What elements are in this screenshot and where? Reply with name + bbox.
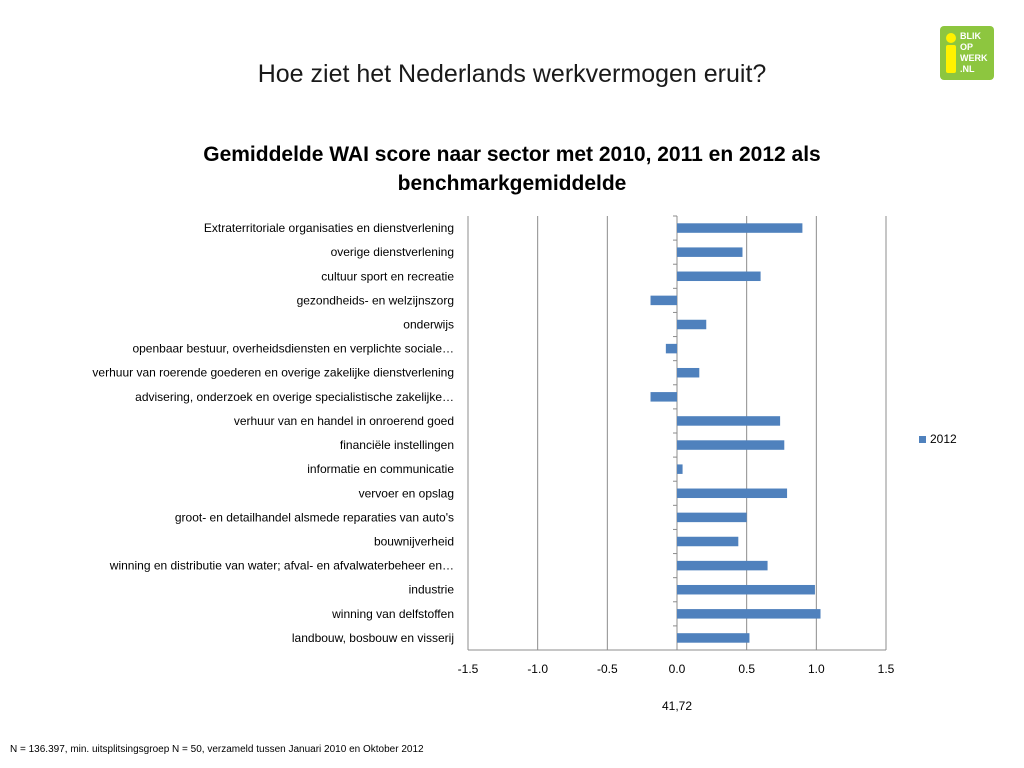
footnote: N = 136.397, min. uitsplitsingsgroep N =… — [10, 744, 424, 755]
category-label: winning van delfstoffen — [331, 607, 454, 621]
x-tick-label: -1.5 — [458, 662, 479, 676]
logo-text-line: BLIK — [960, 31, 981, 41]
x-tick-label: 0.5 — [738, 662, 755, 676]
bar — [677, 633, 750, 643]
bar — [665, 343, 677, 354]
bar — [650, 295, 677, 306]
x-tick-label: -0.5 — [597, 662, 618, 676]
bar — [677, 319, 707, 330]
bar — [677, 271, 761, 282]
category-label: verhuur van roerende goederen en overige… — [92, 366, 454, 380]
bar — [677, 367, 700, 378]
bar — [650, 392, 677, 402]
category-label: groot- en detailhandel alsmede reparatie… — [175, 510, 454, 524]
category-label: vervoer en opslag — [359, 486, 454, 500]
category-label: onderwijs — [403, 318, 454, 332]
bar — [677, 247, 743, 257]
category-label: bouwnijverheid — [374, 535, 454, 549]
bar — [677, 440, 785, 450]
bar — [677, 560, 768, 571]
x-tick-label: -1.0 — [527, 662, 548, 676]
category-label: advisering, onderzoek en overige special… — [135, 390, 454, 404]
legend-label: 2012 — [930, 432, 957, 446]
category-label: openbaar bestuur, overheidsdiensten en v… — [132, 342, 454, 356]
blik-op-werk-logo: BLIK OP WERK .NL — [940, 26, 994, 80]
logo-figure-body — [946, 45, 956, 73]
chart-title-line-2: benchmarkgemiddelde — [397, 172, 627, 195]
x-tick-label: 0.0 — [669, 662, 686, 676]
x-tick-label: 1.0 — [808, 662, 825, 676]
category-label: winning en distributie van water; afval-… — [109, 559, 454, 573]
category-label: industrie — [409, 583, 455, 597]
bar — [677, 416, 781, 426]
x-tick-label: 1.5 — [878, 662, 895, 676]
bar — [677, 584, 815, 595]
category-label: overige dienstverlening — [331, 245, 454, 259]
chart-title-line-1: Gemiddelde WAI score naar sector met 201… — [203, 143, 821, 166]
bar — [677, 488, 788, 499]
bar — [677, 536, 739, 547]
bar — [677, 464, 683, 474]
chart-title: Gemiddelde WAI score naar sector met 201… — [150, 140, 874, 198]
x-axis-label: 41,72 — [662, 699, 692, 713]
bar — [677, 223, 803, 233]
category-label: cultuur sport en recreatie — [321, 269, 454, 283]
legend-swatch — [919, 436, 926, 443]
logo-text-line: .NL — [960, 64, 975, 74]
category-label: landbouw, bosbouw en visserij — [292, 631, 454, 645]
category-label: gezondheids- en welzijnszorg — [297, 293, 454, 307]
logo-text-line: WERK — [960, 53, 988, 63]
logo-figure-head — [946, 33, 956, 43]
category-label: informatie en communicatie — [307, 462, 454, 476]
category-label: Extraterritoriale organisaties en dienst… — [204, 221, 454, 235]
logo-text-line: OP — [960, 42, 974, 52]
category-label: financiële instellingen — [340, 438, 454, 452]
bar — [677, 609, 821, 619]
category-label: verhuur van en handel in onroerend goed — [234, 414, 454, 428]
logo-text: BLIK OP WERK .NL — [960, 31, 992, 75]
bar — [677, 512, 747, 523]
slide-title: Hoe ziet het Nederlands werkvermogen eru… — [257, 60, 767, 88]
